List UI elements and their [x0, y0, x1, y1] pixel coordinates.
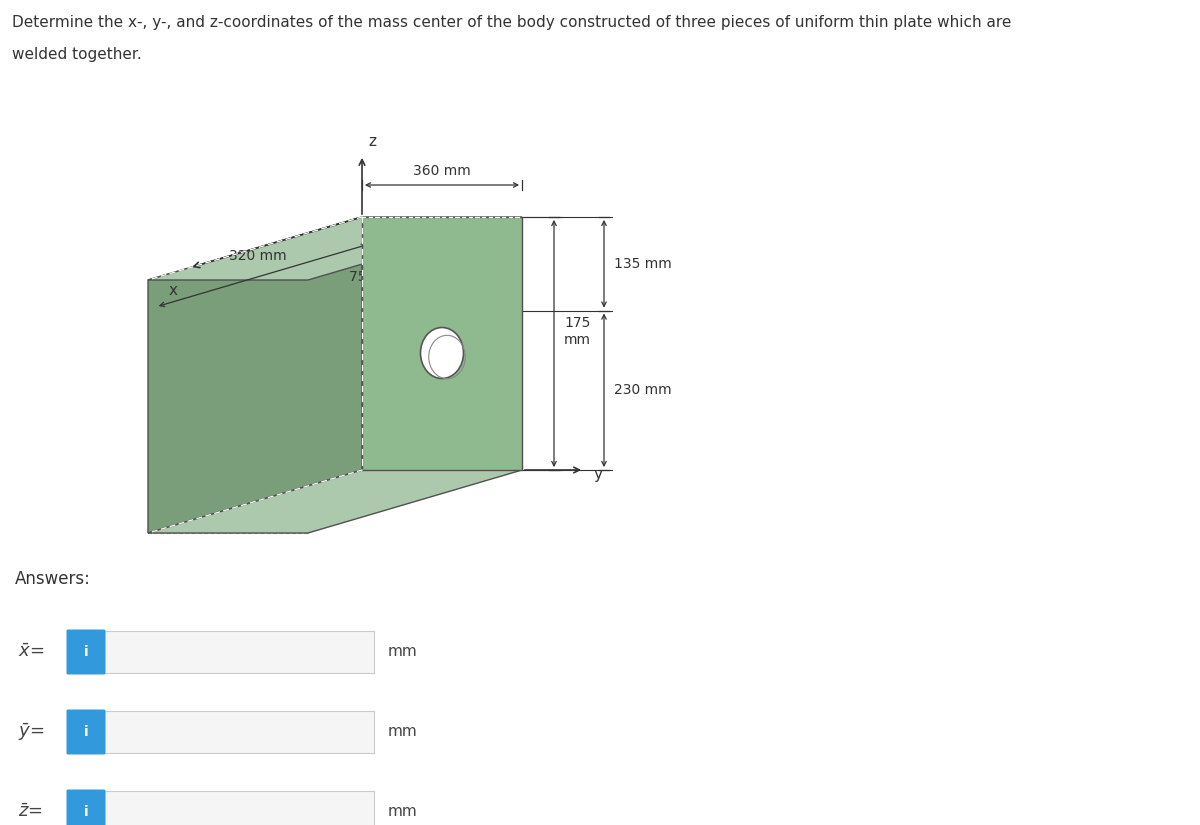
FancyBboxPatch shape — [66, 629, 106, 675]
Text: z: z — [368, 134, 376, 149]
Text: 175
mm: 175 mm — [564, 317, 592, 346]
Text: 135 mm: 135 mm — [614, 257, 672, 271]
FancyBboxPatch shape — [104, 711, 374, 753]
Text: welded together.: welded together. — [12, 47, 142, 62]
Text: $\bar{x}$=: $\bar{x}$= — [18, 643, 44, 661]
Text: 230 mm: 230 mm — [614, 384, 672, 398]
Text: i: i — [84, 725, 89, 739]
Text: 320 mm: 320 mm — [229, 249, 287, 263]
Text: i: i — [84, 805, 89, 819]
Text: mm: mm — [388, 724, 418, 739]
Text: 75 mm: 75 mm — [349, 270, 398, 284]
Text: Determine the x-, y-, and z-coordinates of the mass center of the body construct: Determine the x-, y-, and z-coordinates … — [12, 15, 1012, 30]
Text: 360 mm: 360 mm — [413, 164, 470, 178]
FancyBboxPatch shape — [104, 791, 374, 825]
Ellipse shape — [420, 328, 463, 379]
Text: Answers:: Answers: — [14, 570, 91, 588]
FancyBboxPatch shape — [66, 790, 106, 825]
Polygon shape — [362, 217, 522, 470]
Text: $\bar{z}$=: $\bar{z}$= — [18, 803, 43, 821]
Text: y: y — [594, 466, 604, 482]
Polygon shape — [148, 217, 522, 280]
FancyBboxPatch shape — [104, 631, 374, 673]
Text: i: i — [84, 645, 89, 659]
Polygon shape — [148, 217, 362, 533]
Polygon shape — [148, 470, 522, 533]
Text: mm: mm — [388, 644, 418, 659]
FancyBboxPatch shape — [66, 710, 106, 755]
Text: mm: mm — [388, 804, 418, 819]
Text: x: x — [168, 283, 178, 298]
Text: $\bar{y}$=: $\bar{y}$= — [18, 721, 44, 742]
